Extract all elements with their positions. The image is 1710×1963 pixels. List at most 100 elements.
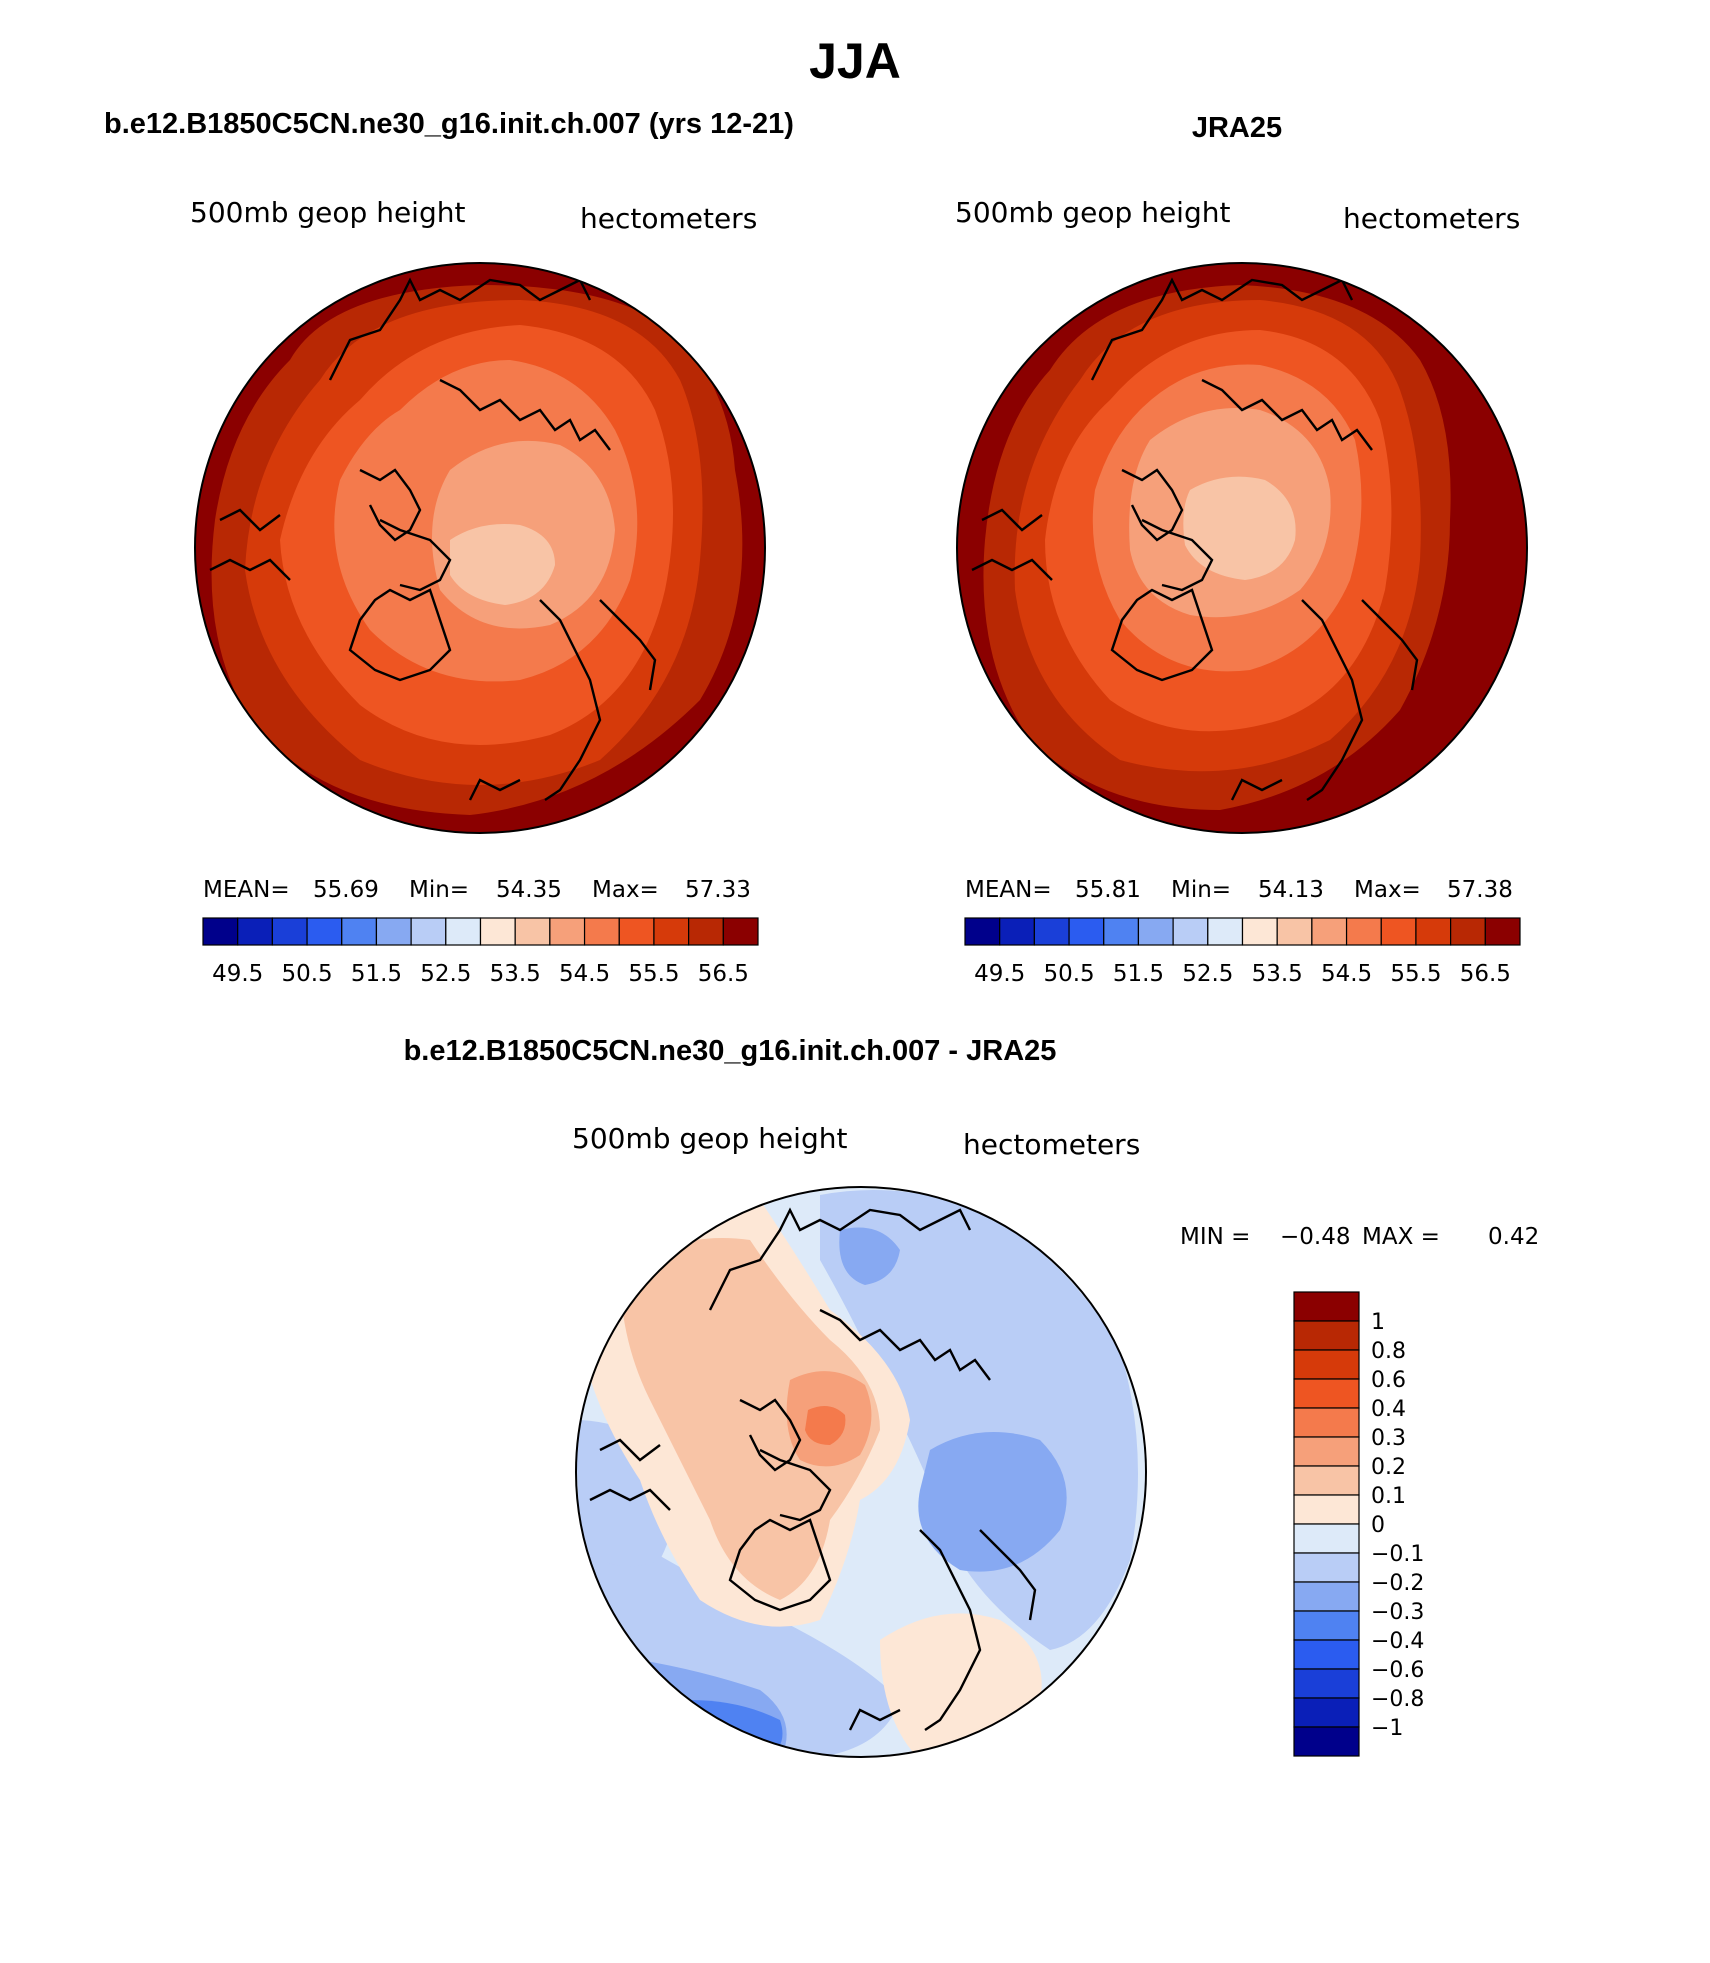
- diff-colorbar-box: [1293, 1407, 1360, 1438]
- obs-colorbar-tick-label: 55.5: [1390, 961, 1441, 987]
- obs-min-label: Min=: [1171, 877, 1231, 903]
- diff-colorbar-tick-label: −0.4: [1371, 1629, 1424, 1654]
- model-colorbar-box: [271, 917, 308, 946]
- obs-colorbar-tick-label: 54.5: [1321, 961, 1372, 987]
- model-panel-header: b.e12.B1850C5CN.ne30_g16.init.ch.007 (yr…: [104, 108, 794, 140]
- diff-colorbar-box: [1293, 1494, 1360, 1525]
- obs-colorbar-box: [1241, 917, 1278, 946]
- diff-colorbar-box: [1293, 1436, 1360, 1467]
- model-colorbar-box: [653, 917, 690, 946]
- diff-colorbar-box: [1293, 1291, 1360, 1322]
- diff-colorbar-box: [1293, 1697, 1360, 1728]
- model-colorbar-box: [479, 917, 516, 946]
- obs-colorbar: 49.5 50.5 51.5 52.5 53.5 54.5 55.5 56.5: [964, 917, 1521, 987]
- model-min-label: Min=: [409, 877, 469, 903]
- obs-colorbar-box: [1276, 917, 1313, 946]
- model-colorbar-box: [583, 917, 620, 946]
- obs-colorbar-box: [1345, 917, 1382, 946]
- obs-colorbar-box: [1172, 917, 1209, 946]
- model-min-value: 54.35: [496, 877, 562, 903]
- model-colorbar-tick-label: 56.5: [698, 961, 749, 987]
- diff-colorbar-tick-label: 0.2: [1371, 1455, 1406, 1480]
- diff-colorbar-tick-label: 0.3: [1371, 1426, 1406, 1451]
- diff-colorbar-tick-label: 0.1: [1371, 1484, 1406, 1509]
- diff-colorbar-tick-label: −1: [1371, 1716, 1403, 1741]
- diff-colorbar-box: [1293, 1726, 1360, 1757]
- diff-units-label: hectometers: [963, 1128, 1140, 1161]
- obs-colorbar-box: [1380, 917, 1417, 946]
- model-colorbar-box: [722, 917, 759, 946]
- obs-colorbar-box: [1207, 917, 1244, 946]
- diff-fill-neg-0-2-east: [918, 1432, 1067, 1572]
- model-variable-label: 500mb geop height: [190, 196, 465, 229]
- model-colorbar-box: [549, 917, 586, 946]
- obs-max-value: 57.38: [1447, 877, 1513, 903]
- diff-map-border: [575, 1186, 1147, 1758]
- diff-colorbar: 1 0.8 0.6 0.4 0.3 0.2 0.1 0 −0.1 −0.2 −0.3 −0.4 −0.6…: [1293, 1291, 1424, 1757]
- diff-panel-header: b.e12.B1850C5CN.ne30_g16.init.ch.007 - J…: [403, 1035, 1057, 1067]
- model-mean-label: MEAN=: [203, 877, 290, 903]
- diff-fill-neg-0-2-north: [839, 1227, 900, 1285]
- diff-min-label: MIN =: [1180, 1224, 1250, 1250]
- obs-variable-label: 500mb geop height: [955, 196, 1230, 229]
- diff-colorbar-box: [1293, 1668, 1360, 1699]
- obs-colorbar-box: [1450, 917, 1486, 946]
- obs-colorbar-tick-label: 51.5: [1113, 961, 1164, 987]
- obs-panel-header: JRA25: [1191, 112, 1283, 144]
- obs-coastlines: [971, 277, 1419, 801]
- obs-colorbar-box: [1311, 917, 1348, 946]
- diff-colorbar-box: [1293, 1349, 1360, 1380]
- diff-colorbar-tick-label: 0.6: [1371, 1368, 1406, 1393]
- obs-colorbar-tick-label: 49.5: [974, 961, 1025, 987]
- diff-colorbar-box: [1293, 1320, 1360, 1351]
- obs-max-label: Max=: [1354, 877, 1421, 903]
- diff-colorbar-tick-label: −0.3: [1371, 1600, 1424, 1625]
- diff-colorbar-box: [1293, 1552, 1360, 1583]
- obs-colorbar-tick-label: 56.5: [1460, 961, 1511, 987]
- model-colorbar-box: [688, 917, 724, 946]
- model-colorbar-box: [618, 917, 655, 946]
- diff-map: [576, 1187, 1146, 1757]
- diff-colorbar-tick-label: 0.8: [1371, 1339, 1406, 1364]
- model-colorbar-box: [514, 917, 551, 946]
- obs-colorbar-tick-label: 52.5: [1182, 961, 1233, 987]
- diff-panel: 500mb geop height hectometers: [572, 1122, 1539, 1758]
- model-colorbar: 49.5 50.5 51.5 52.5 53.5 54.5 55.5 56.5: [202, 917, 759, 987]
- diff-colorbar-box: [1293, 1639, 1360, 1670]
- obs-mean-value: 55.81: [1075, 877, 1141, 903]
- obs-colorbar-box: [1484, 917, 1521, 946]
- model-colorbar-box: [306, 917, 343, 946]
- obs-map-border: [956, 262, 1528, 834]
- model-colorbar-tick-label: 55.5: [628, 961, 679, 987]
- model-max-label: Max=: [592, 877, 659, 903]
- obs-colorbar-box: [999, 917, 1035, 946]
- diff-colorbar-tick-label: 1: [1371, 1310, 1385, 1335]
- obs-map: [957, 263, 1527, 833]
- diff-colorbar-tick-label: −0.1: [1371, 1542, 1424, 1567]
- diff-colorbar-tick-label: 0: [1371, 1513, 1385, 1538]
- obs-panel: 500mb geop height hectometers: [955, 196, 1528, 987]
- diff-colorbar-box: [1293, 1378, 1360, 1409]
- model-colorbar-tick-label: 49.5: [212, 961, 263, 987]
- model-units-label: hectometers: [580, 202, 757, 235]
- model-colorbar-box: [202, 917, 239, 946]
- obs-min-value: 54.13: [1258, 877, 1324, 903]
- diff-colorbar-tick-label: −0.8: [1371, 1687, 1424, 1712]
- model-colorbar-box: [341, 917, 378, 946]
- model-colorbar-box: [375, 917, 412, 946]
- obs-fill-level-53-5: [1183, 476, 1296, 580]
- model-coastlines: [209, 277, 657, 801]
- model-mean-value: 55.69: [313, 877, 379, 903]
- diff-fill-neg-0-1-east: [820, 1190, 1138, 1650]
- obs-colorbar-box: [964, 917, 1001, 946]
- obs-units-label: hectometers: [1343, 202, 1520, 235]
- diff-variable-label: 500mb geop height: [572, 1122, 847, 1155]
- obs-colorbar-box: [1415, 917, 1452, 946]
- model-colorbar-box: [410, 917, 447, 946]
- diff-colorbar-tick-label: −0.6: [1371, 1658, 1424, 1683]
- diff-fill-pos-0-2: [620, 1238, 880, 1600]
- diff-coastlines: [589, 1207, 1037, 1731]
- diff-colorbar-tick-label: 0.4: [1371, 1397, 1406, 1422]
- diff-colorbar-box: [1293, 1610, 1360, 1641]
